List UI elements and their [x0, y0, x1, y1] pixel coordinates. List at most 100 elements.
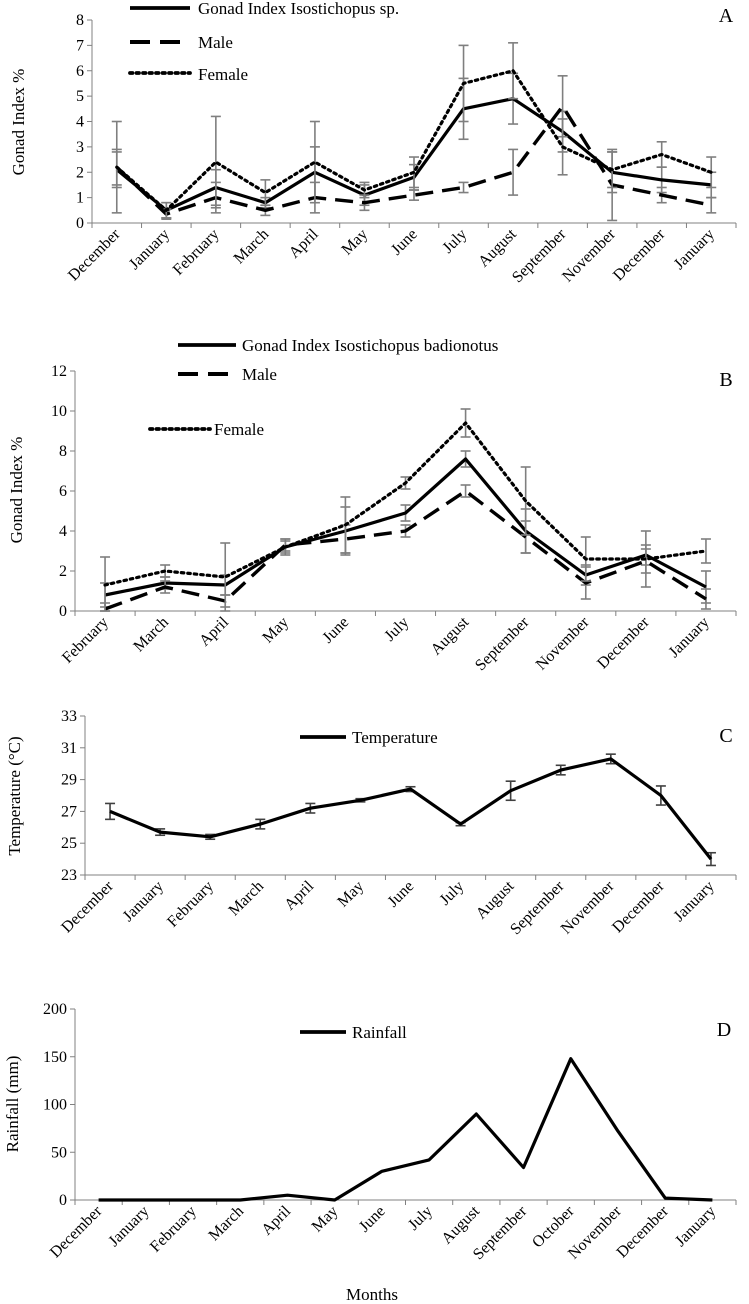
- x-tick-label: May: [334, 878, 367, 911]
- y-tick-label: 4: [76, 114, 84, 131]
- x-tick-label: February: [59, 614, 112, 667]
- x-tick-label: December: [614, 1202, 673, 1261]
- x-tick-label: November: [559, 225, 619, 285]
- series-line: [103, 421, 708, 587]
- legend-label: Female: [214, 420, 264, 439]
- legend-label: Male: [198, 33, 233, 52]
- x-tick-label: March: [130, 614, 172, 656]
- x-tick-label: January: [126, 226, 173, 273]
- y-tick-label: 27: [61, 803, 77, 820]
- x-tick-label: July: [405, 1203, 436, 1234]
- legend-label: Gonad Index Isostichopus badionotus: [242, 336, 498, 355]
- y-tick-label: 29: [61, 772, 77, 789]
- y-tick-label: 1: [76, 190, 84, 207]
- chart-panel-b: 0 2 4 6 8 10 12 February March April May June July Au…: [7, 336, 737, 674]
- y-axis-label: Gonad Index %: [7, 437, 26, 544]
- x-tick-label: January: [666, 614, 713, 661]
- y-tick-label: 2: [76, 164, 84, 181]
- x-tick-label: September: [509, 225, 570, 286]
- y-tick-label: 8: [76, 12, 84, 29]
- x-tick-label: December: [610, 225, 669, 284]
- y-tick-label: 2: [59, 563, 67, 580]
- x-tick-label: January: [105, 1203, 152, 1250]
- y-axis-label: Gonad Index %: [9, 69, 28, 176]
- legend-label: Rainfall: [352, 1023, 407, 1042]
- panel-letter: A: [719, 5, 734, 27]
- x-tick-label: December: [609, 877, 668, 936]
- y-tick-label: 8: [59, 443, 67, 460]
- x-tick-label: June: [388, 226, 421, 259]
- legend-label: Gonad Index Isostichopus sp.: [198, 0, 399, 18]
- x-tick-label: April: [286, 225, 322, 261]
- x-tick-label: November: [558, 877, 618, 937]
- x-tick-label: May: [259, 614, 292, 647]
- panel-letter: C: [719, 725, 732, 747]
- x-tick-label: March: [226, 878, 268, 920]
- series-line: [115, 69, 713, 212]
- series-solid: [98, 1057, 713, 1202]
- panel-letter: D: [717, 1019, 731, 1041]
- x-tick-label: April: [258, 1202, 294, 1238]
- legend-label: Temperature: [352, 728, 438, 747]
- y-tick-label: 25: [61, 835, 77, 852]
- x-tick-label: February: [147, 1203, 200, 1256]
- y-tick-label: 0: [76, 215, 84, 232]
- x-tick-label: December: [594, 613, 653, 672]
- x-tick-label: July: [381, 614, 412, 645]
- x-tick-label: July: [439, 226, 470, 257]
- x-tick-label: April: [196, 613, 232, 649]
- x-tick-label: June: [319, 614, 352, 647]
- x-tick-label: August: [473, 877, 518, 922]
- series-dotted: [111, 42, 717, 219]
- x-axis-label: Months: [346, 1285, 398, 1304]
- y-tick-label: 12: [51, 363, 67, 380]
- x-tick-label: March: [231, 226, 273, 268]
- x-tick-label: December: [58, 877, 117, 936]
- x-tick-label: December: [47, 1202, 106, 1261]
- x-tick-label: January: [671, 226, 718, 273]
- series-solid: [105, 753, 716, 867]
- x-tick-label: February: [164, 878, 217, 931]
- x-tick-label: March: [206, 1203, 248, 1245]
- series-line: [104, 489, 707, 611]
- x-tick-label: September: [507, 877, 568, 938]
- x-tick-label: May: [339, 226, 372, 259]
- y-tick-label: 100: [43, 1097, 67, 1114]
- y-tick-label: 4: [59, 523, 67, 540]
- x-tick-label: August: [428, 613, 473, 658]
- y-tick-label: 6: [59, 483, 67, 500]
- legend-label: Male: [242, 365, 277, 384]
- y-tick-label: 3: [76, 139, 84, 156]
- y-tick-label: 5: [76, 88, 84, 105]
- y-tick-label: 10: [51, 403, 67, 420]
- series-line: [104, 457, 707, 597]
- y-tick-label: 0: [59, 603, 67, 620]
- x-tick-label: August: [438, 1202, 483, 1247]
- x-tick-label: January: [120, 878, 167, 925]
- x-tick-label: January: [672, 1203, 719, 1250]
- y-tick-label: 6: [76, 63, 84, 80]
- y-tick-label: 0: [59, 1192, 67, 1209]
- series-line: [109, 757, 713, 861]
- y-axis-label: Rainfall (mm): [3, 1056, 22, 1153]
- y-tick-label: 7: [76, 37, 84, 54]
- x-tick-label: June: [356, 1203, 389, 1236]
- y-tick-label: 200: [43, 1001, 67, 1018]
- x-tick-label: August: [475, 225, 520, 270]
- series-dashed: [111, 75, 717, 222]
- x-tick-label: December: [65, 225, 124, 284]
- y-tick-label: 31: [61, 740, 77, 757]
- y-tick-label: 50: [51, 1144, 67, 1161]
- x-tick-label: January: [671, 878, 718, 925]
- y-tick-label: 33: [61, 708, 77, 725]
- y-tick-label: 150: [43, 1049, 67, 1066]
- legend-label: Female: [198, 65, 248, 84]
- x-tick-label: June: [385, 878, 418, 911]
- x-tick-label: April: [281, 877, 317, 913]
- x-tick-label: July: [437, 878, 468, 909]
- x-tick-label: May: [309, 1203, 342, 1236]
